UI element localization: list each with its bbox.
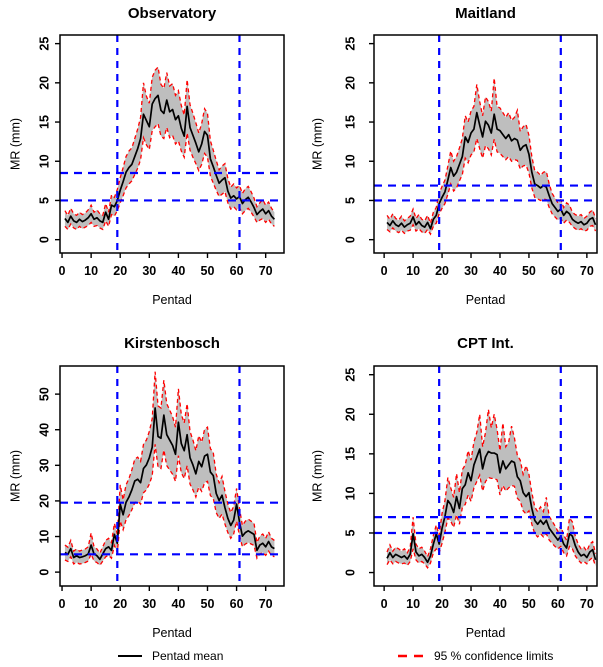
ci-band: [64, 67, 275, 230]
legend-mean-label: Pentad mean: [152, 649, 224, 663]
y-tick-label: 30: [37, 458, 51, 472]
x-tick-label: 40: [171, 264, 185, 278]
ci-upper-line: [64, 65, 275, 217]
y-tick-label: 15: [343, 447, 357, 461]
x-tick-label: 40: [171, 597, 185, 611]
y-axis-label: MR (mm): [310, 450, 324, 502]
x-tick-label: 60: [230, 597, 244, 611]
x-axis-label: Pentad: [466, 293, 506, 307]
y-tick-label: 0: [37, 236, 51, 243]
plot-border: [59, 365, 285, 587]
y-tick-label: 0: [37, 569, 51, 576]
x-tick-label: 10: [84, 597, 98, 611]
x-tick-label: 0: [381, 597, 388, 611]
y-tick-label: 20: [343, 407, 357, 421]
panel-kirstenbosch: 0 10 20 30 40 50 60 70 0 10 20 30 40 50 Kirstenbosch Pe…: [0, 330, 301, 667]
y-tick-label: 20: [37, 76, 51, 90]
y-tick-label: 15: [343, 115, 357, 129]
y-tick-label: 5: [343, 529, 357, 536]
x-tick-label: 20: [435, 597, 449, 611]
x-tick-label: 40: [493, 597, 507, 611]
y-tick-label: 5: [37, 197, 51, 204]
legend-item-confidence-limits: 95 % confidence limits: [397, 646, 553, 666]
y-tick-label: 20: [343, 76, 357, 90]
x-tick-label: 70: [580, 597, 594, 611]
x-tick-label: 0: [59, 264, 66, 278]
ci-band: [387, 409, 596, 568]
x-tick-label: 30: [142, 597, 156, 611]
x-tick-label: 10: [406, 264, 420, 278]
plot-kirstenbosch: 0 10 20 30 40 50 60 70 0 10 20 30 40 50 Kirstenbosch Pe…: [8, 335, 285, 640]
y-tick-label: 25: [37, 37, 51, 51]
y-tick-label: 25: [343, 37, 357, 51]
mean-line-swatch-icon: [118, 655, 142, 657]
y-tick-label: 40: [37, 423, 51, 437]
y-tick-label: 50: [37, 387, 51, 401]
x-tick-label: 10: [406, 597, 420, 611]
panel-title: Observatory: [128, 5, 217, 22]
x-tick-label: 50: [522, 597, 536, 611]
y-tick-label: 0: [343, 236, 357, 243]
legend-item-pentad-mean: Pentad mean: [117, 646, 223, 666]
x-tick-label: 20: [435, 264, 449, 278]
y-tick-label: 10: [343, 154, 357, 168]
x-tick-label: 60: [551, 264, 565, 278]
x-tick-label: 70: [580, 264, 594, 278]
y-tick-label: 10: [343, 486, 357, 500]
legend-ci-label: 95 % confidence limits: [434, 649, 554, 663]
plot-maitland: 0 10 20 30 40 50 60 70 0 5 10 15 20 25 Maitland Pentad M…: [310, 5, 598, 307]
x-tick-label: 0: [381, 264, 388, 278]
panel-title: CPT Int.: [457, 335, 514, 352]
ci-band: [64, 371, 275, 566]
y-tick-label: 5: [343, 197, 357, 204]
plot-cpt-int: 0 10 20 30 40 50 60 70 0 5 10 15 20 25 CPT Int. Pentad M…: [310, 335, 598, 640]
plot-border: [59, 34, 285, 254]
plot-observatory: 0 10 20 30 40 50 60 70 0 5 10 15 20 25 Observatory Pent…: [8, 5, 285, 307]
x-tick-label: 40: [493, 264, 507, 278]
x-tick-label: 0: [59, 597, 66, 611]
x-axis-label: Pentad: [152, 293, 192, 307]
x-tick-label: 60: [230, 264, 244, 278]
plot-border: [373, 34, 598, 254]
x-tick-label: 20: [113, 597, 127, 611]
panel-cpt-int: 0 10 20 30 40 50 60 70 0 5 10 15 20 25 CPT Int. Pentad M…: [301, 330, 603, 667]
x-tick-label: 10: [84, 264, 98, 278]
y-tick-label: 25: [343, 368, 357, 382]
x-tick-label: 50: [201, 597, 215, 611]
x-axis-label: Pentad: [466, 626, 506, 640]
y-axis-label: MR (mm): [8, 118, 22, 170]
y-tick-label: 10: [37, 530, 51, 544]
x-tick-label: 70: [259, 597, 273, 611]
ci-lower-line: [386, 473, 597, 569]
x-axis-label: Pentad: [152, 626, 192, 640]
y-tick-label: 10: [37, 154, 51, 168]
panel-maitland: 0 10 20 30 40 50 60 70 0 5 10 15 20 25 Maitland Pentad M…: [301, 0, 603, 330]
y-axis-label: MR (mm): [8, 450, 22, 502]
ci-dashed-line-swatch-icon: [398, 654, 424, 658]
panel-title: Kirstenbosch: [124, 335, 220, 352]
x-tick-label: 20: [113, 264, 127, 278]
ci-upper-line: [64, 371, 275, 555]
y-tick-label: 0: [343, 569, 357, 576]
figure-legend: Pentad mean 95 % confidence limits: [0, 646, 603, 666]
y-tick-label: 15: [37, 115, 51, 129]
plot-border: [373, 365, 598, 587]
x-tick-label: 30: [464, 597, 478, 611]
y-tick-label: 20: [37, 494, 51, 508]
x-tick-label: 70: [259, 264, 273, 278]
y-axis-label: MR (mm): [310, 118, 324, 170]
panel-title: Maitland: [455, 5, 516, 22]
x-tick-label: 50: [201, 264, 215, 278]
panel-observatory: 0 10 20 30 40 50 60 70 0 5 10 15 20 25 Observatory Pent…: [0, 0, 301, 330]
mean-line: [64, 407, 275, 561]
x-tick-label: 60: [551, 597, 565, 611]
x-tick-label: 50: [522, 264, 536, 278]
x-tick-label: 30: [142, 264, 156, 278]
x-tick-label: 30: [464, 264, 478, 278]
